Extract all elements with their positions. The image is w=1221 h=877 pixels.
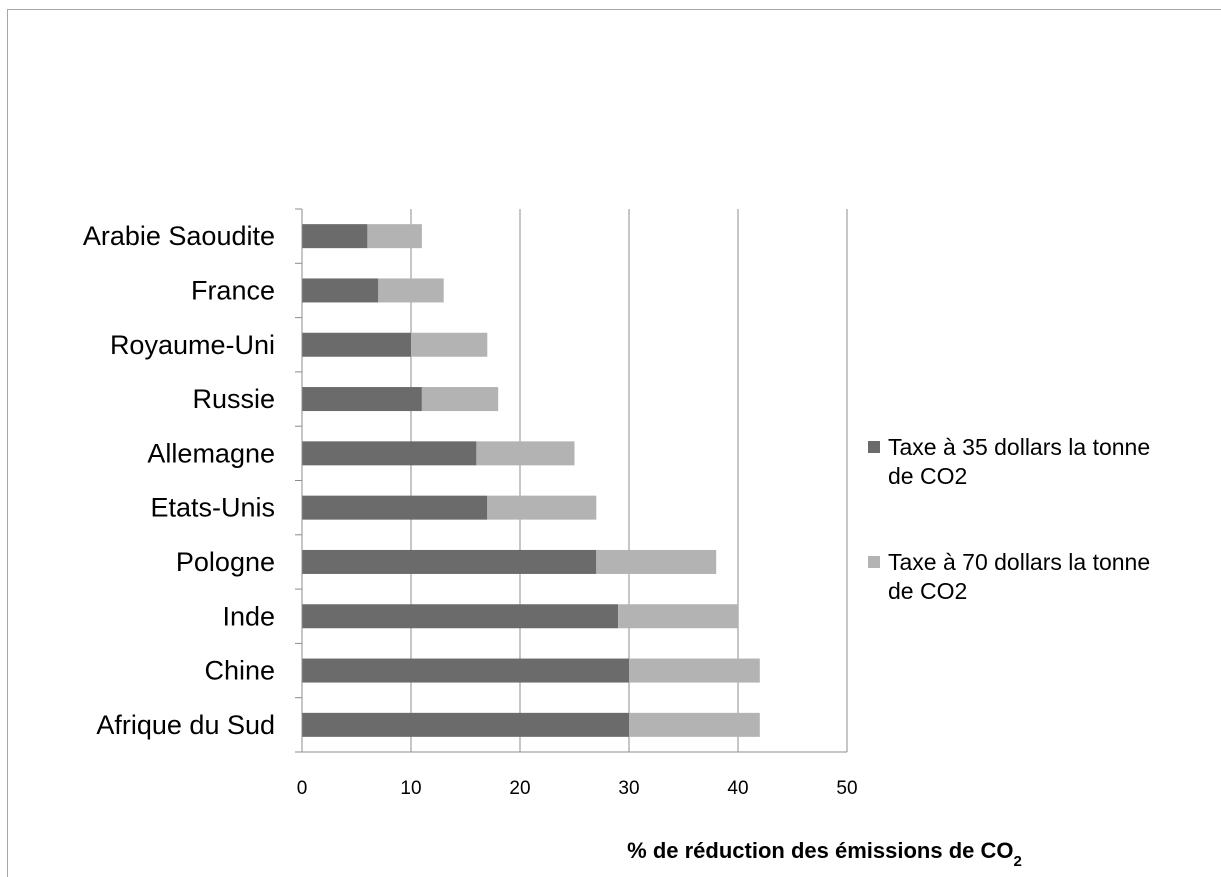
chart-canvas: Arabie Saoudite France Royaume-Uni Russie Al… (83, 208, 1150, 870)
category-label: France (191, 275, 275, 305)
bar-taxe-35 (302, 224, 368, 249)
category-labels: Arabie Saoudite France Royaume-Uni Russie Al… (83, 221, 275, 740)
category-label: Allemagne (147, 438, 275, 468)
x-tick-labels: 0 10 20 30 40 50 (297, 778, 858, 799)
x-axis-title: % de réduction des émissions de CO2 (627, 838, 1022, 870)
bar-taxe-35 (302, 712, 629, 737)
x-tick-label: 30 (618, 778, 639, 799)
bar-taxe-70 (618, 604, 738, 629)
x-axis-title-subscript: 2 (1013, 853, 1021, 870)
bar-taxe-35 (302, 278, 379, 303)
x-axis-title-text: % de réduction des émissions de CO (627, 838, 1013, 863)
x-tick-label: 40 (727, 778, 748, 799)
x-tick-label: 0 (297, 778, 308, 799)
x-tick-label: 10 (400, 778, 421, 799)
category-label: Etats-Unis (150, 493, 275, 523)
bar-taxe-70 (421, 387, 499, 412)
bar-taxe-35 (302, 658, 629, 683)
x-tick-label: 50 (836, 778, 857, 799)
bar-taxe-70 (629, 658, 760, 683)
bar-taxe-35 (302, 332, 411, 357)
bar-taxe-70 (487, 495, 597, 520)
legend-label: Taxe à 35 dollars la tonne (888, 434, 1150, 460)
bar-taxe-70 (476, 441, 575, 466)
bar-taxe-35 (302, 604, 619, 629)
bars (302, 224, 760, 737)
bar-taxe-70 (367, 224, 422, 249)
category-label: Inde (222, 601, 275, 631)
axes (295, 208, 847, 753)
category-label: Royaume-Uni (110, 330, 275, 360)
x-tick-label: 20 (509, 778, 530, 799)
legend: Taxe à 35 dollars la tonne de CO2 Taxe à 7… (868, 434, 1150, 604)
category-label: Russie (192, 384, 275, 414)
bar-taxe-70 (411, 332, 488, 357)
legend-label: de CO2 (888, 463, 967, 489)
bar-taxe-35 (302, 441, 477, 466)
category-label: Arabie Saoudite (83, 221, 275, 251)
chart-area: Arabie Saoudite France Royaume-Uni Russie Al… (7, 9, 1221, 877)
bar-taxe-70 (596, 549, 717, 574)
bar-taxe-35 (302, 549, 597, 574)
legend-swatch (868, 556, 880, 568)
category-label: Pologne (176, 547, 275, 577)
bar-taxe-35 (302, 495, 488, 520)
bar-taxe-35 (302, 387, 422, 412)
bar-taxe-70 (378, 278, 444, 303)
legend-swatch (868, 441, 880, 453)
category-label: Afrique du Sud (96, 710, 275, 740)
legend-label: Taxe à 70 dollars la tonne (888, 549, 1150, 575)
category-label: Chine (204, 656, 275, 686)
legend-label: de CO2 (888, 578, 967, 604)
bar-taxe-70 (629, 712, 760, 737)
